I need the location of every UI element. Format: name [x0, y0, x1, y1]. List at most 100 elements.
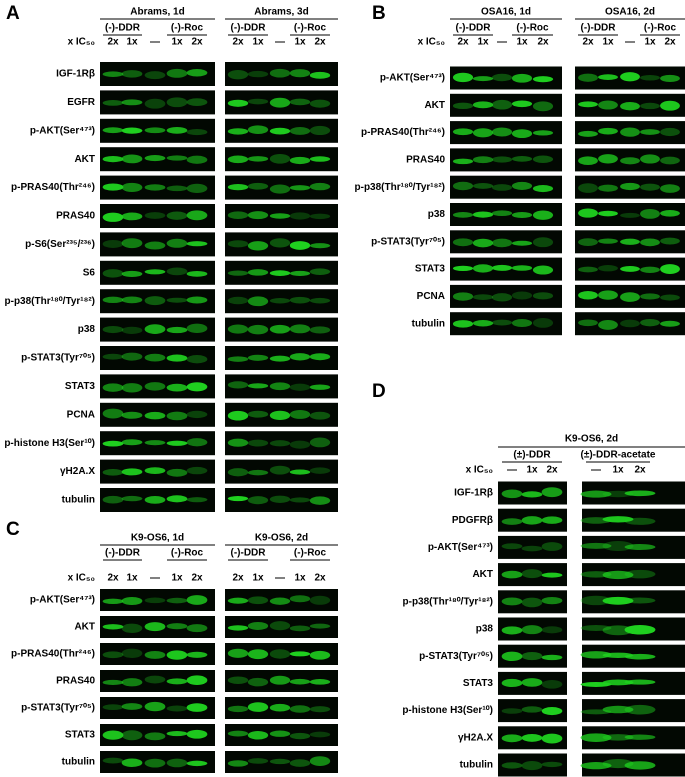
band [620, 127, 640, 137]
blot [582, 508, 685, 532]
row-label: p38 [428, 209, 446, 220]
band [247, 758, 269, 764]
band [102, 71, 124, 77]
band [269, 758, 291, 765]
band [452, 265, 474, 272]
blot [498, 563, 567, 587]
blot [575, 203, 685, 226]
band [102, 679, 124, 686]
panel-label: B [372, 3, 386, 24]
band [578, 290, 598, 300]
band [541, 761, 563, 768]
band [309, 243, 331, 249]
band [541, 679, 563, 689]
row-label: p-STAT3(Tyr⁷⁰⁵) [21, 703, 95, 714]
band [102, 757, 124, 764]
band [491, 184, 513, 191]
band [289, 440, 311, 449]
band [598, 238, 618, 244]
band [521, 545, 543, 552]
lane-label: — [150, 37, 160, 48]
band [121, 411, 143, 419]
band [269, 238, 291, 248]
band [624, 517, 656, 525]
band [102, 704, 124, 711]
blot [498, 590, 567, 614]
band [247, 241, 269, 251]
band [598, 74, 618, 81]
ic-label: x IC₅₀ [68, 573, 95, 584]
band [144, 155, 166, 162]
band [309, 384, 331, 390]
band [578, 183, 598, 193]
band [121, 70, 143, 78]
row-label: p38 [78, 324, 96, 335]
band [640, 266, 660, 273]
band [247, 410, 269, 418]
band [501, 570, 523, 579]
row-label: p-AKT(Ser⁴⁷³) [428, 542, 493, 553]
row-label: p-histone H3(Ser¹⁰) [4, 438, 95, 449]
band [227, 324, 249, 334]
band [289, 98, 311, 106]
band [309, 623, 331, 629]
row-label: AKT [74, 154, 95, 165]
band [247, 125, 269, 134]
band [289, 296, 311, 304]
lane-label: — [275, 37, 285, 48]
band [186, 466, 208, 475]
band [102, 383, 124, 392]
group-label: (-)-DDR [105, 23, 141, 34]
band [227, 356, 249, 362]
lane-label: — [625, 37, 635, 48]
band [121, 596, 143, 605]
band [166, 705, 188, 712]
band [640, 293, 660, 300]
band [452, 238, 474, 247]
band [102, 325, 124, 334]
band [472, 156, 494, 164]
blot [498, 699, 567, 723]
row-label: p-p38(Thr¹⁸⁰/Tyr¹⁸²) [355, 182, 446, 193]
lane-label: 1x [126, 573, 138, 584]
band [578, 130, 598, 137]
band [309, 353, 331, 361]
band [491, 293, 513, 302]
band [186, 241, 208, 247]
row-label: tubulin [460, 760, 493, 771]
lane-label: 2x [191, 573, 203, 584]
row-label: PCNA [67, 409, 95, 420]
row-label: PRAS40 [56, 676, 95, 687]
band [247, 731, 269, 740]
panel-title: K9-OS6, 2d [565, 434, 618, 445]
band [624, 490, 656, 497]
band [227, 240, 249, 248]
row-label: IGF-1Rβ [56, 69, 95, 80]
lane-label: 1x [644, 37, 656, 48]
row-label: p-S6(Ser²³⁵/²³⁶) [25, 239, 95, 250]
row-label: p-AKT(Ser⁴⁷³) [30, 125, 95, 136]
lane-label: 1x [171, 37, 183, 48]
band [269, 213, 291, 219]
band [144, 411, 166, 420]
band [186, 703, 208, 712]
band [166, 238, 188, 248]
band [660, 184, 680, 193]
band [227, 211, 249, 220]
band [452, 292, 474, 301]
band [247, 677, 269, 687]
band [602, 734, 634, 741]
band [289, 212, 311, 220]
band [598, 290, 618, 300]
group-label: (-)-DDR [456, 23, 492, 34]
band [452, 158, 474, 165]
band [247, 269, 269, 276]
band [166, 495, 188, 503]
row-label: PRAS40 [406, 155, 445, 166]
block-title: K9-OS6, 2d [255, 533, 308, 544]
row-label: p-PRAS40(Thr²⁴⁶) [11, 182, 95, 193]
band [491, 319, 513, 326]
blot [450, 93, 562, 117]
lane-label: 1x [294, 37, 306, 48]
